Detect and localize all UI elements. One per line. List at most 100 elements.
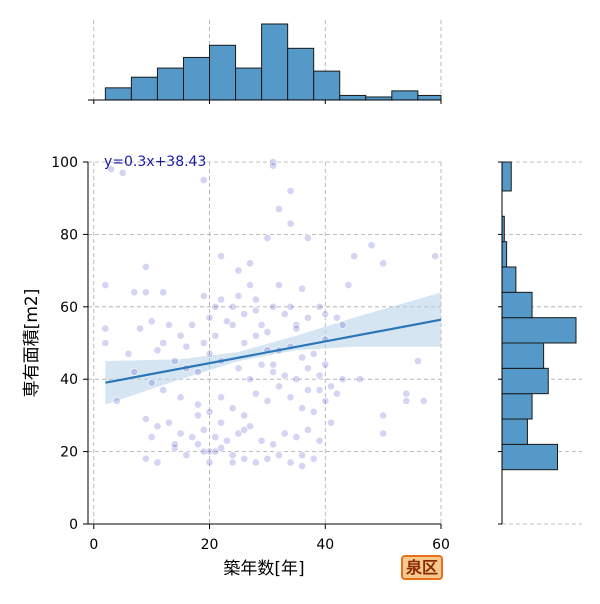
scatter-point <box>101 339 110 347</box>
ward-badge: 泉区 <box>401 555 443 580</box>
scatter-point <box>147 317 156 326</box>
scatter-points <box>101 158 440 470</box>
scatter-point <box>321 310 330 318</box>
scatter-point <box>309 407 318 416</box>
scatter-point <box>263 234 272 242</box>
scatter-point <box>321 360 330 369</box>
scatter-point <box>194 400 202 409</box>
scatter-point <box>251 331 260 340</box>
scatter-point <box>205 349 214 358</box>
scatter-point <box>304 364 312 373</box>
scatter-point <box>419 397 428 405</box>
x-axis-label: 築年数[年] <box>223 559 304 579</box>
scatter-point <box>257 320 266 329</box>
top-hist-bar <box>182 56 211 101</box>
scatter-point <box>321 397 330 405</box>
scatter-point <box>315 386 324 394</box>
confidence-band-area <box>105 292 441 405</box>
scatter-point <box>275 382 283 391</box>
scatter-point <box>338 320 347 329</box>
top-hist-bar <box>417 94 442 101</box>
right-hist-bar <box>501 418 528 445</box>
scatter-point <box>107 165 116 174</box>
scatter-point <box>280 371 289 380</box>
y-axis-label: 専有面積[m2] <box>22 289 42 398</box>
scatter-point <box>275 205 283 213</box>
scatter-point <box>170 440 179 449</box>
top-histogram <box>88 20 442 104</box>
scatter-point <box>194 440 202 449</box>
scatter-point <box>269 161 278 170</box>
scatter-point <box>234 364 243 373</box>
x-tick-label: 0 <box>89 537 98 553</box>
scatter-point <box>205 447 214 456</box>
scatter-point <box>246 375 254 384</box>
scatter-point <box>269 302 278 311</box>
scatter-point <box>240 339 249 347</box>
scatter-point <box>234 292 243 300</box>
top-hist-bar <box>104 87 132 101</box>
scatter-point <box>240 310 249 318</box>
scatter-point <box>205 407 214 416</box>
right-hist-bar <box>501 443 558 471</box>
scatter-point <box>199 447 208 456</box>
y-tick-label: 40 <box>60 372 78 388</box>
scatter-point <box>228 302 237 311</box>
scatter-point <box>136 324 144 333</box>
scatter-point <box>228 451 237 460</box>
scatter-point <box>217 393 225 402</box>
y-tick-label: 0 <box>69 517 78 533</box>
scatter-point <box>304 313 312 322</box>
y-tick-label: 100 <box>51 155 78 171</box>
scatter-point <box>286 219 295 228</box>
right-hist-bar <box>501 161 512 192</box>
scatter-point <box>153 422 162 431</box>
scatter-point <box>275 451 283 460</box>
regression-line-path <box>105 318 442 384</box>
scatter-point <box>402 389 411 398</box>
right-histogram <box>498 161 582 525</box>
scatter-point <box>240 411 249 420</box>
scatter-point <box>304 234 312 242</box>
x-tick-label: 40 <box>316 537 334 553</box>
scatter-point <box>286 458 295 467</box>
scatter-point <box>234 266 243 275</box>
x-tick-label: 20 <box>201 537 219 553</box>
right-hist-bar <box>501 367 549 395</box>
main-axes: 0 20 40 60 0 20 40 60 80 100 <box>51 155 450 553</box>
top-hist-bar <box>235 67 263 101</box>
scatter-point <box>234 429 243 438</box>
scatter-point <box>327 418 335 427</box>
scatter-point <box>147 433 156 442</box>
scatter-point <box>240 425 249 434</box>
y-tick-label: 60 <box>60 300 78 316</box>
scatter-point <box>240 454 249 463</box>
scatter-point <box>153 346 162 355</box>
scatter-point <box>228 320 237 329</box>
scatter-point <box>141 415 150 423</box>
top-hist-bar <box>130 76 158 101</box>
scatter-point <box>251 295 260 304</box>
scatter-point <box>280 429 289 438</box>
scatter-point <box>286 393 295 402</box>
top-hist-bar <box>339 94 367 101</box>
scatter-point <box>176 393 185 402</box>
scatter-point <box>211 302 220 311</box>
scatter-point <box>159 339 168 347</box>
scatter-point <box>147 378 156 387</box>
scatter-point <box>280 310 289 318</box>
scatter-point <box>332 313 341 322</box>
scatter-point <box>217 252 225 261</box>
right-hist-bar <box>501 393 533 420</box>
scatter-point <box>286 187 295 195</box>
scatter-point <box>263 397 272 405</box>
scatter-point <box>292 324 301 333</box>
scatter-point <box>101 281 110 289</box>
scatter-point <box>199 176 208 184</box>
scatter-point <box>304 425 312 434</box>
scatter-point <box>356 375 364 384</box>
y-tick-label: 80 <box>60 227 78 243</box>
scatter-point <box>263 454 272 463</box>
scatter-point <box>159 386 168 394</box>
